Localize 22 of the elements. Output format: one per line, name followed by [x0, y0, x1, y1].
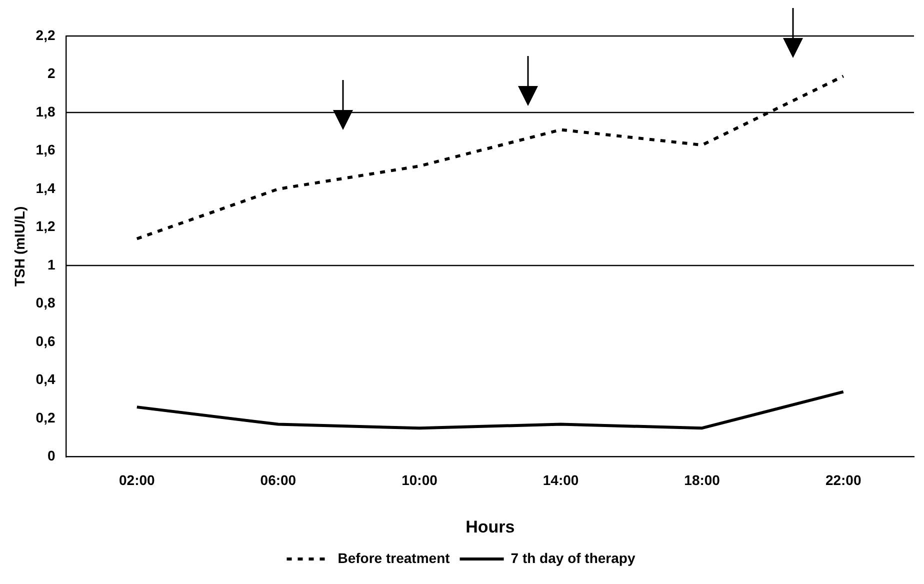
y-tick-label: 1,6	[36, 142, 56, 158]
y-tick-label: 0,6	[36, 332, 56, 349]
x-tick-label: 22:00	[825, 472, 862, 488]
y-tick-label: 2	[47, 65, 56, 82]
legend-label: 7 th day of therapy	[510, 550, 636, 566]
y-tick-label: 0,4	[36, 371, 56, 388]
y-tick-label: 1,4	[36, 180, 56, 196]
y-tick-label: 1,2	[36, 218, 56, 234]
y-tick-label: 1	[47, 256, 56, 272]
x-tick-label: 02:00	[119, 472, 156, 488]
y-tick-label: 2,2	[36, 26, 56, 43]
legend-label: Before treatment	[338, 550, 450, 566]
x-tick-label: 18:00	[684, 472, 720, 488]
x-tick-label: 14:00	[542, 472, 579, 488]
y-tick-label: 0,2	[36, 409, 56, 426]
y-tick-label: 0,8	[36, 294, 56, 311]
y-tick-label: 0	[47, 448, 56, 464]
x-tick-label: 10:00	[402, 472, 438, 488]
y-tick-label: 1,8	[36, 103, 56, 120]
y-axis-title: TSH (mIU/L)	[11, 206, 28, 286]
x-tick-label: 06:00	[260, 472, 296, 488]
x-axis-title: Hours	[466, 517, 515, 536]
